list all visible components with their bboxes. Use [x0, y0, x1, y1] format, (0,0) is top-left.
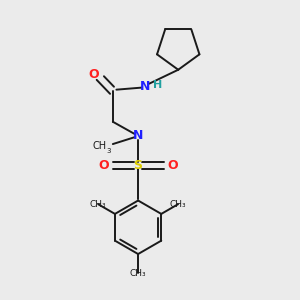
Text: N: N [140, 80, 151, 93]
Text: CH₃: CH₃ [90, 200, 106, 209]
Text: CH: CH [93, 141, 107, 152]
Text: CH₃: CH₃ [170, 200, 186, 209]
Text: CH₃: CH₃ [130, 269, 146, 278]
Text: H: H [153, 80, 163, 90]
Text: O: O [88, 68, 99, 81]
Text: S: S [134, 159, 142, 172]
Text: N: N [133, 129, 143, 142]
Text: 3: 3 [107, 148, 111, 154]
Text: O: O [99, 159, 109, 172]
Text: O: O [167, 159, 178, 172]
